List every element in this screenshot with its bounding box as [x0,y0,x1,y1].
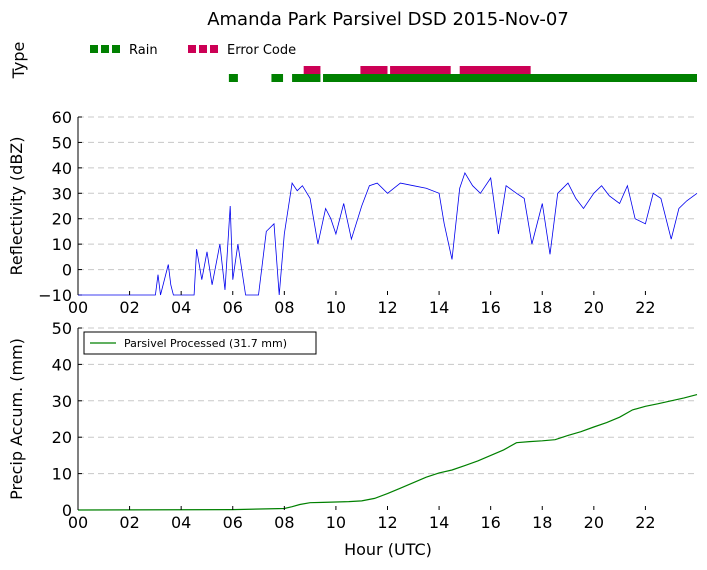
accum-xtick-label-0: 00 [68,513,88,532]
accum-grid [78,327,697,475]
reflectivity-ytick-label-4: 30 [52,184,72,203]
rain-interval-1 [271,74,284,82]
reflectivity-xtick-label-4: 08 [274,298,294,317]
rain-interval-0 [228,74,238,82]
accum-y-ticks: 0 10 20 30 40 50 [52,319,82,520]
accum-ytick-label-0: 0 [62,501,72,520]
accum-ytick-label-1: 10 [52,465,72,484]
reflectivity-xtick-label-1: 02 [119,298,139,317]
legend-error-label: Error Code [227,43,296,58]
accum-legend: Parsivel Processed (31.7 mm) [83,331,317,355]
reflectivity-x-ticks: 00 02 04 06 08 10 12 14 16 18 20 22 [68,291,656,317]
accum-xtick-label-6: 12 [377,513,397,532]
accum-xtick-label-3: 06 [223,513,243,532]
rain-interval-2 [292,74,321,82]
accum-xtick-label-1: 02 [119,513,139,532]
error-code-interval-3 [459,66,531,74]
rain-interval-3 [323,74,697,82]
reflectivity-ytick-label-2: 10 [52,235,72,254]
reflectivity-xtick-label-8: 16 [480,298,500,317]
type-bars [228,66,697,82]
legend-error-marker [188,45,218,53]
chart-title: Amanda Park Parsivel DSD 2015-Nov-07 [207,9,569,30]
reflectivity-xtick-label-7: 14 [429,298,449,317]
accum-x-ticks: 00 02 04 06 08 10 12 14 16 18 20 22 [68,506,656,532]
accum-ytick-label-4: 40 [52,355,72,374]
accum-xtick-label-2: 04 [171,513,191,532]
reflectivity-xtick-label-5: 10 [326,298,346,317]
legend-rain-label: Rain [129,43,158,58]
accum-xtick-label-4: 08 [274,513,294,532]
accum-series-line [77,394,698,511]
reflectivity-ytick-label-6: 50 [52,133,72,152]
legend-rain-marker [90,45,120,53]
accum-xtick-label-8: 16 [480,513,500,532]
type-legend: Rain Error Code [90,43,296,58]
error-code-interval-0 [303,66,321,74]
reflectivity-xtick-label-9: 18 [532,298,552,317]
accum-ytick-label-2: 20 [52,428,72,447]
reflectivity-xtick-label-2: 04 [171,298,191,317]
reflectivity-xtick-label-0: 00 [68,298,88,317]
reflectivity-ytick-label-3: 20 [52,210,72,229]
reflectivity-y-ticks: −10 0 10 20 30 40 50 60 [38,108,82,305]
reflectivity-ytick-label-5: 40 [52,159,72,178]
accum-axis-label: Precip Accum. (mm) [7,338,26,500]
error-code-interval-2 [390,66,451,74]
accum-xtick-label-10: 20 [584,513,604,532]
accum-ytick-label-5: 50 [52,319,72,338]
accum-xtick-label-7: 14 [429,513,449,532]
reflectivity-ytick-label-0: −10 [38,286,72,305]
error-code-interval-1 [360,66,388,74]
accum-ytick-label-3: 30 [52,392,72,411]
reflectivity-ytick-label-7: 60 [52,108,72,127]
reflectivity-xtick-label-10: 20 [584,298,604,317]
accum-xtick-label-5: 10 [326,513,346,532]
reflectivity-series-line [78,171,698,296]
reflectivity-ytick-label-1: 0 [62,261,72,280]
x-axis-label: Hour (UTC) [344,540,432,559]
type-axis-label: Type [9,42,28,80]
reflectivity-xtick-label-3: 06 [223,298,243,317]
accum-legend-label: Parsivel Processed (31.7 mm) [124,337,287,350]
accum-legend-box [83,331,317,355]
reflectivity-xtick-label-11: 22 [635,298,655,317]
accum-xtick-label-9: 18 [532,513,552,532]
reflectivity-axis-label: Reflectivity (dBZ) [7,137,26,276]
accum-xtick-label-11: 22 [635,513,655,532]
reflectivity-xtick-label-6: 12 [377,298,397,317]
